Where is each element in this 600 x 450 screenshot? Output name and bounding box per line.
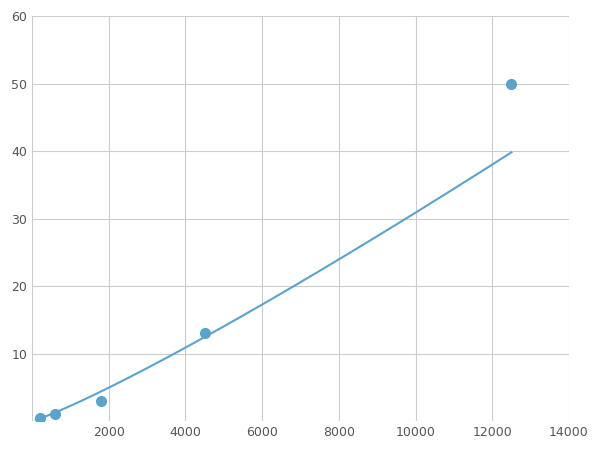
Point (200, 330, 209, 337)
Point (506, 80, 516, 87)
Point (35, 414, 44, 421)
Point (96, 397, 106, 405)
Point (50, 411, 60, 418)
